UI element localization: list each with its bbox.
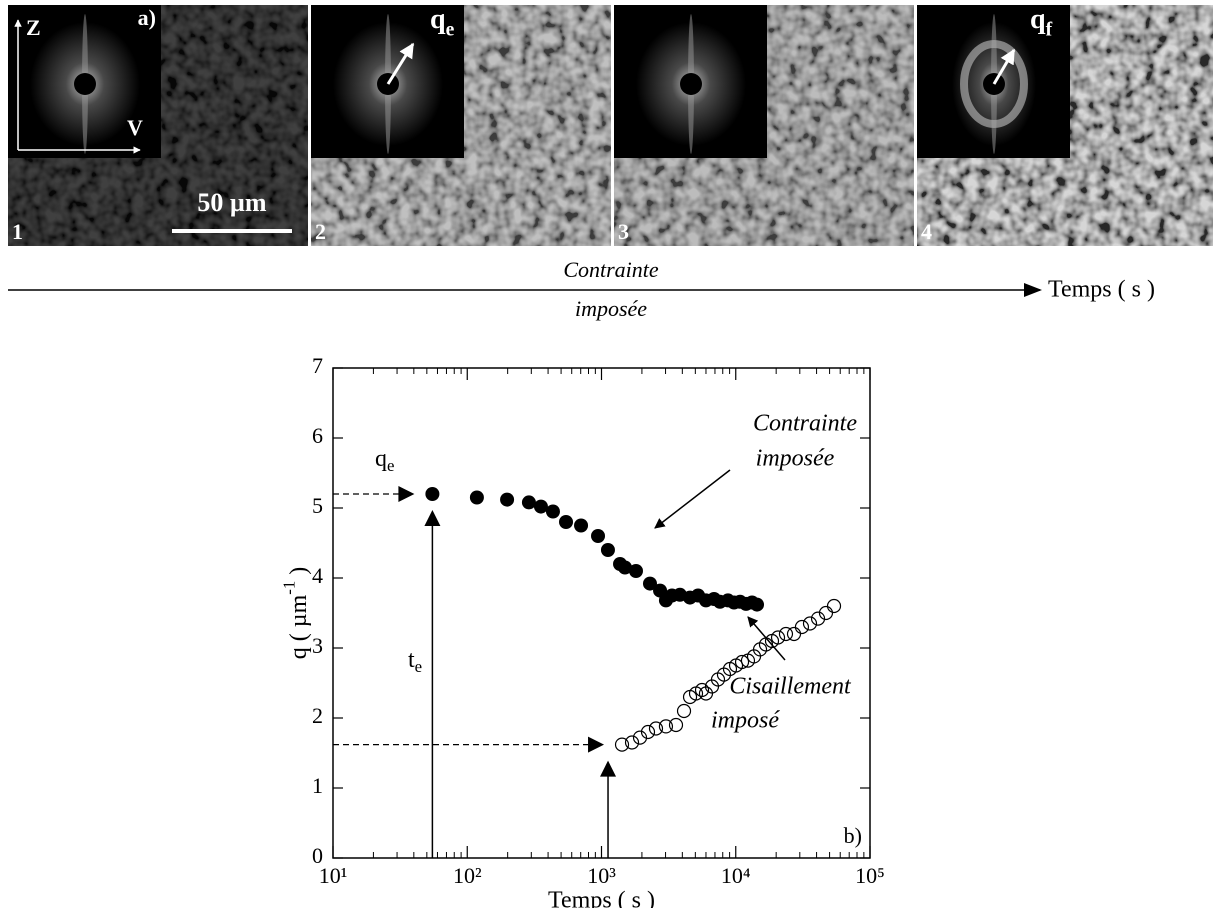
q-f-label-sub: f xyxy=(1046,19,1053,40)
scale-bar-label: 50 µm xyxy=(197,188,266,217)
y-axis-label-sub: -1 xyxy=(279,581,298,595)
q-e-annotation: qe xyxy=(375,446,394,476)
x-tick-label: 10⁴ xyxy=(721,863,751,888)
series-label: imposé xyxy=(711,708,780,734)
y-tick-label: 1 xyxy=(312,773,323,798)
data-point xyxy=(778,626,794,642)
data-point xyxy=(600,543,615,557)
data-point xyxy=(694,682,710,698)
q-arrow xyxy=(386,42,415,85)
panel-tag: a) xyxy=(138,5,156,30)
q-e-label-base: q xyxy=(430,4,446,35)
data-point xyxy=(750,597,765,612)
data-point xyxy=(818,605,834,621)
timeline: Contrainte imposée Temps ( s ) xyxy=(8,257,1155,321)
y-tick-label: 4 xyxy=(312,563,323,588)
panel-number: 4 xyxy=(921,219,932,244)
data-point xyxy=(574,518,589,533)
chart: 0 1 2 3 4 5 6 7 10¹ 10² 10³ 10⁴ 10⁵ Temps ( s ) q ( µm… xyxy=(279,353,885,908)
timeline-label: Contrainte xyxy=(563,257,659,282)
guide-arrowhead xyxy=(588,736,605,753)
series-label: Cisaillement xyxy=(729,674,852,700)
y-tick-label: 7 xyxy=(312,353,323,378)
annotation-arrow xyxy=(747,616,786,661)
data-point xyxy=(658,719,674,734)
timeline-label: imposée xyxy=(575,296,647,321)
data-point xyxy=(545,504,560,519)
data-point xyxy=(591,529,606,543)
data-point xyxy=(559,515,574,529)
q-f-label: qf xyxy=(1030,4,1053,39)
q-e-label-sub: e xyxy=(446,19,455,40)
q-e-label: qe xyxy=(430,4,455,39)
q-e-annotation-sub: e xyxy=(387,456,394,475)
annotation-arrow xyxy=(654,469,731,529)
guide-arrowhead xyxy=(398,486,415,502)
data-point xyxy=(810,611,826,626)
panel-number: 3 xyxy=(618,219,629,244)
t-e-annotation-sub: e xyxy=(415,657,422,676)
q-f-label-base: q xyxy=(1030,4,1046,35)
y-axis-label-tail: ) xyxy=(286,567,312,581)
arrow-head xyxy=(1024,283,1042,297)
data-point xyxy=(734,654,750,670)
data-point xyxy=(624,735,640,750)
beam-stop xyxy=(680,73,702,95)
y-axis-label-base: q ( µm xyxy=(286,594,312,659)
x-tick-label: 10⁵ xyxy=(855,863,885,888)
data-point xyxy=(617,560,632,575)
axis-z-label: Z xyxy=(26,15,41,40)
series-label: Contrainte xyxy=(753,411,857,437)
data-point xyxy=(632,730,648,745)
data-point xyxy=(533,499,548,514)
x-tick-label: 10¹ xyxy=(319,863,348,888)
data-point xyxy=(802,616,818,631)
data-point xyxy=(642,576,657,591)
data-point xyxy=(500,492,515,507)
data-point xyxy=(668,717,684,733)
diffraction-ring xyxy=(960,40,1028,128)
y-axis-label: q ( µm-1 ) xyxy=(279,567,311,659)
data-point xyxy=(676,703,692,719)
x-axis-label: Temps ( s ) xyxy=(548,888,655,908)
data-point xyxy=(794,619,810,635)
data-point xyxy=(628,564,643,578)
data-point xyxy=(521,495,536,510)
x-tick-label: 10² xyxy=(453,863,482,888)
guide-arrowhead xyxy=(424,510,441,526)
t-e-annotation: te xyxy=(408,647,422,677)
x-tick-label: 10³ xyxy=(587,863,616,888)
guide-arrowhead xyxy=(600,760,617,777)
data-point xyxy=(786,626,802,642)
panel-number: 2 xyxy=(315,219,326,244)
data-point xyxy=(469,490,484,505)
y-tick-label: 6 xyxy=(312,423,323,448)
y-tick-label: 3 xyxy=(312,633,323,658)
data-point xyxy=(425,487,440,501)
data-point xyxy=(826,598,842,614)
panel-tag: b) xyxy=(844,823,862,848)
data-point xyxy=(770,630,786,645)
q-e-annotation-base: q xyxy=(375,446,387,472)
data-point xyxy=(648,721,664,736)
series-label: imposée xyxy=(756,446,835,472)
y-tick-label: 2 xyxy=(312,703,323,728)
panel-number: 1 xyxy=(12,219,23,244)
plot-frame xyxy=(332,367,871,859)
data-point xyxy=(614,737,630,752)
t-e-annotation-base: t xyxy=(408,647,415,673)
q-arrow xyxy=(992,48,1016,85)
y-tick-label: 0 xyxy=(312,843,323,868)
y-tick-label: 5 xyxy=(312,493,323,518)
axis-v-label: V xyxy=(127,115,143,140)
data-point xyxy=(640,724,656,740)
timeline-end-label: Temps ( s ) xyxy=(1048,277,1155,303)
beam-stop xyxy=(74,73,96,95)
